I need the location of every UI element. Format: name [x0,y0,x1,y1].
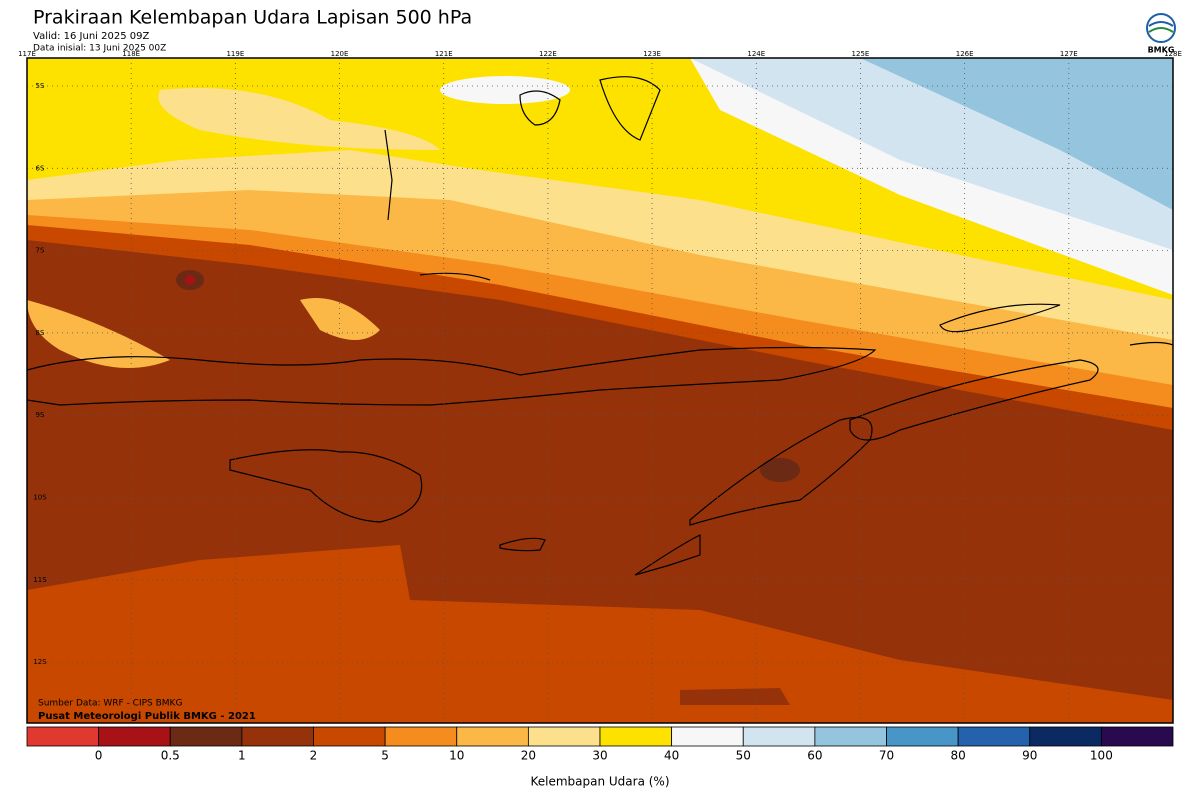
logo-text: BMKG [1148,46,1175,55]
legend-swatch [26,726,100,747]
legend-swatch [169,726,243,747]
legend-swatch [527,726,601,747]
lon-label: 121E [435,50,453,58]
lat-label: 11S [33,576,47,584]
legend-tick: 80 [950,749,965,763]
lon-label: 124E [747,50,765,58]
legend-swatch [456,726,529,747]
logo: BMKG [1146,13,1176,55]
lat-label: 9S [36,411,45,419]
legend-tick: 50 [736,749,751,763]
coastlines [27,76,1173,576]
legend-tick: 90 [1022,749,1037,763]
legend-swatch [313,726,386,747]
legend-swatch [1029,726,1102,747]
legend-swatch [384,726,458,747]
legend-swatch [241,726,314,747]
lon-label: 128E [1164,50,1182,58]
legend-swatch [957,726,1031,747]
source: Sumber Data: WRF - CIPS BMKG [38,699,182,709]
legend-swatch [886,726,959,747]
legend-tick: 70 [879,749,894,763]
map-frame [26,57,1174,724]
lon-label: 126E [956,50,974,58]
legend-tick: 0 [95,749,103,763]
lon-label: 119E [226,50,244,58]
lat-label: 6S [36,164,45,172]
credit: Pusat Meteorologi Publik BMKG - 2021 [38,711,256,722]
legend-tick: 40 [664,749,679,763]
lon-label: 125E [852,50,870,58]
legend-swatch [742,726,816,747]
legend-tick: 20 [521,749,536,763]
lat-label: 12S [33,658,47,666]
lon-label: 118E [122,50,140,58]
legend-title: Kelembapan Udara (%) [530,775,669,789]
title: Prakiraan Kelembapan Udara Lapisan 500 h… [33,7,472,29]
legend-tick: 0.5 [161,749,180,763]
legend-swatch [671,726,744,747]
legend-tick: 5 [381,749,389,763]
lon-label: 122E [539,50,557,58]
legend: 0 0.5 1 2 5 10 20 30 40 50 60 70 80 90 100 [26,726,1174,763]
legend-tick: 100 [1090,749,1113,763]
legend-tick: 2 [310,749,318,763]
humidity-field [27,58,1173,723]
legend-tick: 30 [592,749,607,763]
legend-tick: 1 [238,749,246,763]
lat-label: 8S [36,329,45,337]
lat-label: 10S [33,494,47,502]
legend-swatch [814,726,887,747]
lat-label: 5S [36,82,45,90]
legend-tick: 10 [449,749,464,763]
legend-tick: 60 [807,749,822,763]
lat-label: 7S [36,247,45,255]
lon-label: 127E [1060,50,1078,58]
legend-swatch [1100,726,1174,747]
initial-time: Data inisial: 13 Juni 2025 00Z [33,44,166,54]
valid-time: Valid: 16 Juni 2025 09Z [33,31,149,42]
legend-swatch [599,726,673,747]
lon-label: 117E [18,50,36,58]
lon-label: 123E [643,50,661,58]
legend-swatch [98,726,171,747]
lon-label: 120E [331,50,349,58]
